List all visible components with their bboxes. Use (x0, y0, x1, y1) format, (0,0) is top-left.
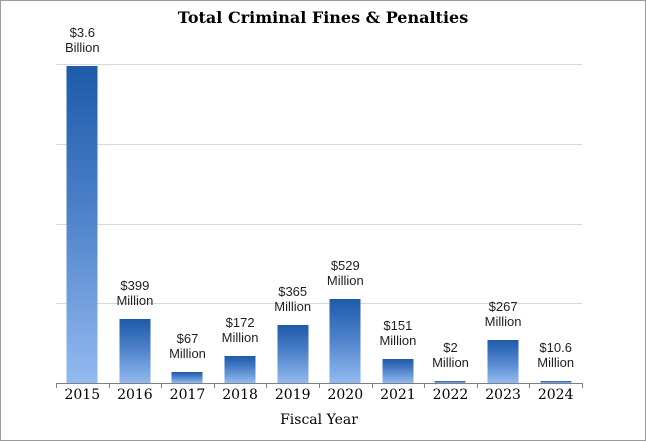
bar-column-2023: $267 Million (477, 64, 530, 383)
bar (434, 381, 466, 383)
chart-title: Total Criminal Fines & Penalties (177, 8, 469, 27)
bar-column-2021: $151 Million (372, 64, 425, 383)
bar-value-label: $10.6 Million (537, 340, 575, 370)
x-tick-label: 2023 (485, 387, 521, 403)
gridline (56, 144, 582, 145)
x-axis-tick (56, 383, 57, 388)
x-tick-label: 2016 (117, 387, 153, 403)
x-axis-tick (424, 383, 425, 388)
x-tick-label: 2022 (432, 387, 469, 403)
x-axis-tick (372, 383, 373, 388)
x-tick-label: 2019 (274, 387, 311, 403)
bar-column-2024: $10.6 Million (529, 64, 582, 383)
x-axis-tick (477, 383, 478, 388)
bar-column-2015: $3.6 Billion (56, 25, 109, 383)
gridline (56, 64, 582, 65)
bar (540, 381, 572, 383)
x-axis-tick (319, 383, 320, 388)
bar (382, 359, 414, 383)
x-tick-label: 2017 (169, 387, 206, 403)
x-tick-label: 2020 (327, 387, 364, 403)
bar-value-label: $267 Million (484, 299, 522, 329)
x-tick-label: 2015 (64, 387, 101, 403)
bar (224, 356, 256, 383)
bar (329, 299, 361, 383)
x-axis-tick (529, 383, 530, 388)
x-axis-tick (109, 383, 110, 388)
bar-value-label: $2 Million (432, 340, 469, 370)
bar (487, 340, 519, 383)
bar-value-label: $172 Million (221, 315, 259, 345)
bar (66, 66, 98, 383)
bar-value-label: $399 Million (116, 278, 154, 308)
gridline (56, 224, 582, 225)
bar (119, 319, 151, 383)
bar-column-2020: $529 Million (319, 64, 372, 383)
bar (277, 325, 309, 383)
bar-column-2019: $365 Million (266, 64, 319, 383)
bar-column-2017: $67 Million (161, 64, 214, 383)
x-axis-tick (582, 383, 583, 388)
x-axis-tick (214, 383, 215, 388)
plot-area: $3.6 Billion $399 Million $67 Million $172 Mill… (56, 25, 582, 384)
x-axis-tick (266, 383, 267, 388)
bar-value-label: $67 Million (169, 331, 206, 361)
x-tick-label: 2024 (537, 387, 574, 403)
x-axis-title: Fiscal Year (280, 412, 358, 428)
bar-value-label: $365 Million (274, 284, 312, 314)
bar-column-2018: $172 Million (214, 64, 267, 383)
gridline (56, 303, 582, 304)
x-tick-label: 2018 (222, 387, 258, 403)
x-axis-tick (161, 383, 162, 388)
bar-value-label: $151 Million (379, 318, 417, 348)
bar (171, 372, 203, 383)
bar-column-2016: $399 Million (109, 64, 162, 383)
bar-column-2022: $2 Million (424, 64, 477, 383)
bar-value-label: $529 Million (326, 258, 364, 288)
bar-value-label: $3.6 Billion (64, 25, 100, 55)
x-tick-label: 2021 (380, 387, 416, 403)
